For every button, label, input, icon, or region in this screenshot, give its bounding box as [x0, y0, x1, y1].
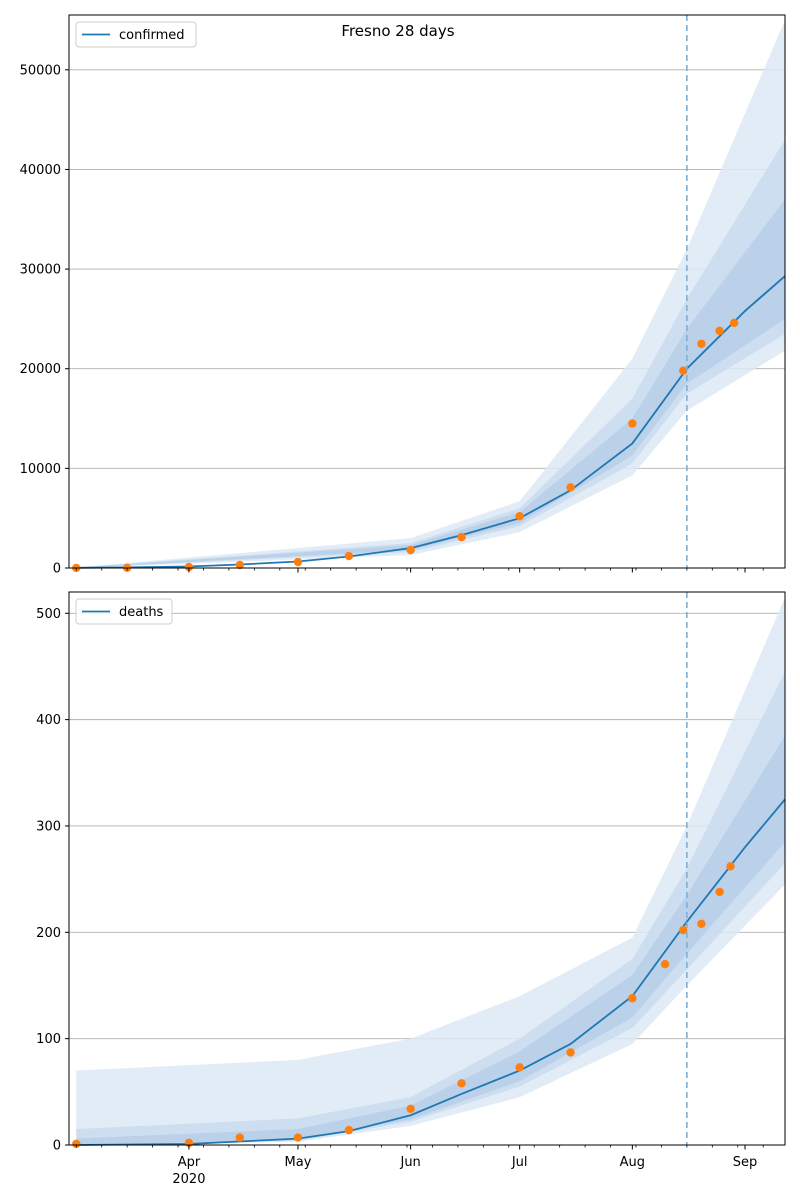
observed-point	[406, 1104, 415, 1114]
observed-point	[515, 511, 524, 521]
confirmed-panel: 0 10000 20000 30000 40000 50000 confirmed	[20, 14, 786, 577]
observed-point	[726, 862, 735, 871]
uncertainty-band-1	[76, 19, 785, 568]
legend: confirmed	[75, 21, 197, 48]
y-tick-label: 0	[53, 562, 61, 577]
y-tick-label: 400	[36, 713, 61, 728]
median-line	[76, 275, 786, 569]
observed-point	[293, 557, 303, 567]
observed-point	[679, 366, 688, 375]
y-tick-label: 200	[36, 926, 61, 941]
axes-frame	[68, 14, 786, 569]
y-tick-label: 300	[36, 819, 61, 834]
observed-point	[729, 318, 739, 328]
x-tick-label: Jul	[511, 1155, 528, 1170]
observed-point	[715, 326, 724, 336]
x-tick-label: Sep	[733, 1155, 758, 1170]
median-line	[76, 798, 786, 1146]
axes-frame	[68, 591, 786, 1146]
uncertainty-band-3	[76, 199, 785, 569]
y-tick-label: 10000	[20, 462, 61, 477]
y-tick-label: 500	[36, 607, 61, 622]
y-tick-label: 100	[36, 1032, 61, 1047]
y-tick-label: 0	[53, 1139, 61, 1154]
observed-point	[457, 532, 466, 542]
y-tick-label: 20000	[20, 362, 61, 377]
legend-label: confirmed	[119, 28, 185, 43]
observed-point	[235, 560, 245, 570]
y-tick-label: 40000	[20, 163, 61, 178]
observed-point	[515, 1063, 524, 1072]
x-tick-label: Aug	[620, 1155, 645, 1170]
observed-point	[628, 994, 637, 1003]
observed-point	[697, 919, 706, 928]
legend: deaths	[75, 598, 173, 625]
observed-point	[344, 551, 354, 561]
observed-point	[628, 419, 637, 428]
x-tick-label: May	[285, 1155, 312, 1170]
observed-point	[697, 339, 706, 349]
legend-box	[75, 598, 173, 625]
observed-point	[660, 960, 670, 969]
x-tick-label: Apr	[178, 1155, 201, 1170]
observed-point	[235, 1133, 245, 1142]
y-tick-label: 30000	[20, 263, 61, 278]
legend-box	[75, 21, 197, 48]
deaths-panel: 0 100 200 300 400 500 Apr 2020 May Jun Jul Aug Sep de…	[36, 591, 786, 1187]
observed-point	[293, 1133, 303, 1142]
observed-point	[566, 483, 575, 492]
legend-label: deaths	[119, 605, 164, 620]
observed-point	[457, 1079, 466, 1088]
observed-point	[184, 562, 194, 572]
observed-point	[715, 887, 724, 897]
x-tick-label: 2020	[172, 1172, 205, 1187]
observed-point	[679, 925, 688, 935]
observed-point	[566, 1048, 575, 1057]
observed-point	[344, 1125, 354, 1135]
observed-point	[406, 545, 415, 555]
y-tick-label: 50000	[20, 63, 61, 78]
x-tick-label: Jun	[399, 1155, 420, 1170]
uncertainty-band-1	[76, 597, 785, 1145]
observed-point	[72, 1139, 81, 1149]
figure-title: Fresno 28 days	[341, 22, 454, 40]
